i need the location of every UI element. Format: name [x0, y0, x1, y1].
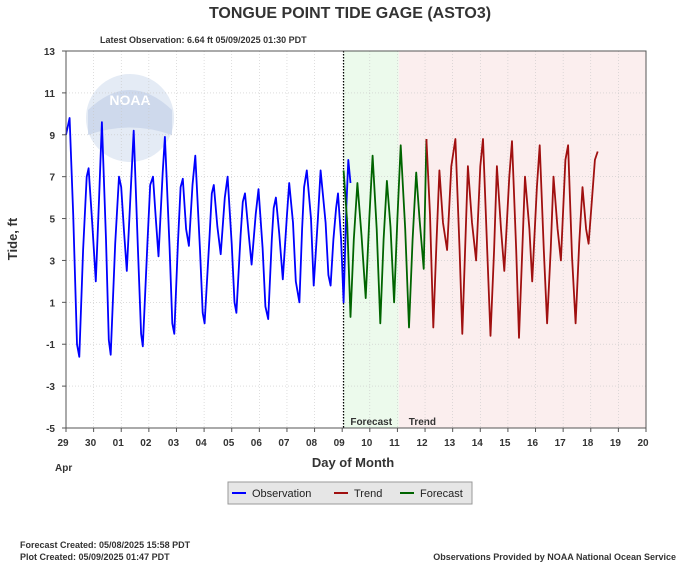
x-tick-label: 05	[223, 438, 235, 449]
y-tick-label: 13	[44, 47, 56, 58]
latest-observation: Latest Observation: 6.64 ft 05/09/2025 0…	[100, 35, 307, 45]
series-lines	[65, 117, 599, 358]
y-tick-label: -5	[46, 424, 55, 435]
x-tick-label: 07	[278, 438, 290, 449]
x-tick-label: 17	[555, 438, 567, 449]
y-tick-label: 9	[49, 131, 55, 142]
plot-created: Plot Created: 05/09/2025 01:47 PDT	[20, 552, 170, 562]
forecast-region	[343, 51, 399, 428]
region-backgrounds: Forecast Trend	[342, 51, 646, 428]
legend-label-observation: Observation	[252, 488, 311, 500]
x-tick-label: 06	[251, 438, 263, 449]
trend-region-label: Trend	[409, 417, 436, 428]
watermark-text: NOAA	[109, 92, 150, 108]
x-tick-label: 18	[582, 438, 594, 449]
chart-title: TONGUE POINT TIDE GAGE (ASTO3)	[209, 5, 491, 22]
month-label: Apr	[55, 463, 72, 474]
forecast-line	[342, 138, 428, 329]
x-tick-label: 03	[168, 438, 180, 449]
y-tick-label: -1	[46, 340, 55, 351]
x-tick-label: 30	[85, 438, 97, 449]
x-tick-label: 16	[527, 438, 539, 449]
observation-line	[65, 117, 352, 358]
y-tick-label: 11	[44, 89, 55, 100]
x-tick-label: 14	[472, 438, 484, 449]
y-tick-label: 1	[49, 298, 55, 309]
y-tick-label: -3	[46, 382, 55, 393]
x-tick-label: 19	[610, 438, 622, 449]
trend-line	[425, 138, 599, 339]
x-tick-label: 11	[389, 438, 400, 449]
plot-frame	[65, 50, 647, 429]
x-tick-label: 10	[361, 438, 373, 449]
y-tick-label: 5	[49, 215, 55, 226]
legend-label-forecast: Forecast	[420, 488, 463, 500]
legend-box	[227, 481, 473, 505]
legend-label-trend: Trend	[354, 488, 382, 500]
forecast-region-label: Forecast	[350, 417, 392, 428]
legend-items: Observation Trend Forecast	[232, 488, 463, 500]
noaa-watermark-logo: NOAA	[86, 74, 174, 162]
x-axis-title: Day of Month	[312, 455, 394, 470]
forecast-created: Forecast Created: 05/08/2025 15:58 PDT	[20, 540, 191, 550]
x-tick-label: 04	[196, 438, 208, 449]
x-tick-label: 13	[444, 438, 456, 449]
legend: Observation Trend Forecast	[227, 481, 473, 505]
y-tick-label: 7	[49, 173, 55, 184]
x-tick-label: 12	[416, 438, 428, 449]
x-tick-label: 01	[113, 438, 125, 449]
axes: 29 30 01 02 03 04 05 06 07 08 09 10 11 12 13 14 15 16 17 18…	[44, 47, 649, 449]
x-tick-label: 20	[637, 438, 649, 449]
data-provider: Observations Provided by NOAA National O…	[433, 552, 676, 562]
x-tick-label: 02	[140, 438, 152, 449]
x-tick-label: 09	[334, 438, 346, 449]
x-tick-label: 15	[499, 438, 511, 449]
y-tick-label: 3	[49, 256, 55, 267]
watermark-wave	[88, 90, 172, 135]
x-tick-label: 29	[57, 438, 69, 449]
x-tick-label: 08	[306, 438, 318, 449]
y-axis-title: Tide, ft	[5, 217, 20, 260]
